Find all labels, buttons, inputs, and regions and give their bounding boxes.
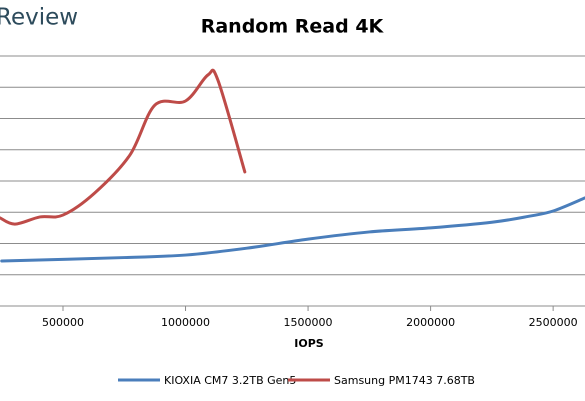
series-line [0,68,247,226]
x-tick-label: 1500000 [284,316,333,329]
chart-title: Random Read 4K [201,16,385,38]
brand: Review [0,5,78,31]
legend-label: KIOXIA CM7 3.2TB Gen5 [164,374,296,387]
x-tick-label: 2500000 [529,316,578,329]
x-tick-label: 500000 [42,316,84,329]
x-tick-label: 1000000 [161,316,210,329]
x-axis-label: IOPS [294,337,324,350]
legend-label: Samsung PM1743 7.68TB [334,374,475,387]
x-tick-label: 2000000 [406,316,455,329]
series-line [0,196,585,263]
